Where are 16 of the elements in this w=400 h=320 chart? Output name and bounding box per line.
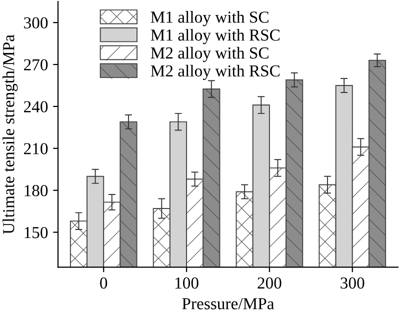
y-tick-label: 150 xyxy=(24,226,48,238)
y-tick-label: 210 xyxy=(24,143,48,154)
legend-label: M2 alloy with SC xyxy=(150,46,268,62)
legend-label: M1 alloy with RSC xyxy=(150,28,280,44)
x-tick-label: 200 xyxy=(258,277,282,289)
x-tick-label: 300 xyxy=(340,277,364,289)
y-tick-label: 300 xyxy=(24,17,48,29)
legend-label: M1 alloy with SC xyxy=(150,11,268,26)
x-tick-label: 0 xyxy=(100,277,108,289)
y-axis-title: Ultimate tensile strength/MPa xyxy=(2,34,18,234)
y-tick-label: 240 xyxy=(24,101,48,112)
x-tick-label: 100 xyxy=(176,277,198,289)
y-tick-label: 180 xyxy=(24,185,48,196)
x-axis-title: Pressure/MPa xyxy=(182,298,274,310)
legend-label: M2 alloy with RSC xyxy=(150,64,280,80)
y-tick-label: 270 xyxy=(24,59,48,70)
